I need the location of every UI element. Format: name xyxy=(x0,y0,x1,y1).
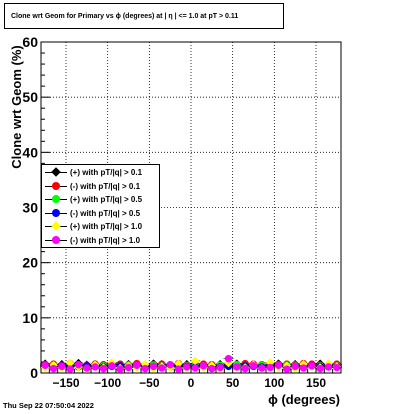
data-point xyxy=(108,362,116,370)
data-point xyxy=(258,364,266,372)
data-point xyxy=(74,360,83,369)
y-tick-label: 50 xyxy=(22,89,38,105)
data-point xyxy=(133,361,141,370)
x-tick-label: 100 xyxy=(264,376,284,390)
data-point xyxy=(199,362,208,370)
data-point xyxy=(291,362,299,371)
chart-title-box: Clone wrt Geom for Primary vs ϕ (degrees… xyxy=(4,3,284,29)
data-point xyxy=(149,362,158,371)
data-point xyxy=(316,364,324,373)
x-tick-label: −100 xyxy=(94,376,121,390)
legend-marker xyxy=(42,180,70,193)
data-point xyxy=(299,364,308,372)
data-point xyxy=(183,363,191,371)
legend-marker xyxy=(42,234,70,247)
legend-entry: (+) with pT/|q| > 1.0 xyxy=(42,220,159,234)
x-tick-label: 150 xyxy=(306,376,326,390)
y-tick-label: 0 xyxy=(30,365,38,381)
data-point xyxy=(58,362,66,371)
legend-entry: (+) with pT/|q| > 0.1 xyxy=(42,166,159,180)
data-point xyxy=(216,363,224,372)
data-point xyxy=(124,363,133,372)
y-tick-label: 10 xyxy=(22,310,38,326)
timestamp: Thu Sep 22 07:50:04 2022 xyxy=(3,401,94,410)
data-point xyxy=(191,364,199,372)
data-point xyxy=(49,364,58,373)
y-tick-label: 60 xyxy=(22,34,38,50)
legend-marker xyxy=(42,220,70,233)
y-tick-label: 40 xyxy=(22,144,38,160)
data-point xyxy=(224,354,233,363)
data-point xyxy=(266,363,274,372)
legend-marker xyxy=(42,207,70,220)
data-point xyxy=(324,363,333,371)
data-point xyxy=(208,364,216,373)
legend-label: (+) with pT/|q| > 0.1 xyxy=(70,168,143,178)
legend-entry: (-) with pT/|q| > 1.0 xyxy=(42,234,159,248)
data-point xyxy=(158,364,166,372)
data-series xyxy=(40,354,342,373)
data-point xyxy=(308,362,316,370)
chart-title: Clone wrt Geom for Primary vs ϕ (degrees… xyxy=(11,12,239,20)
data-point xyxy=(99,364,108,373)
legend-entry: (-) with pT/|q| > 0.1 xyxy=(42,180,159,194)
y-tick-label: 20 xyxy=(22,255,38,271)
legend-label: (-) with pT/|q| > 0.5 xyxy=(70,208,141,218)
axis-ticks: −150 −100 −50 0 50 100 150 0 10 20 30 40 50 60 xyxy=(22,34,334,390)
data-point xyxy=(174,365,183,373)
data-point xyxy=(283,365,291,373)
x-tick-label: 0 xyxy=(188,376,195,390)
legend-label: (-) with pT/|q| > 1.0 xyxy=(70,235,141,245)
x-tick-label: −50 xyxy=(139,376,160,390)
data-point xyxy=(249,362,258,370)
data-point xyxy=(41,361,49,370)
legend-label: (-) with pT/|q| > 0.1 xyxy=(70,181,141,191)
x-tick-label: 50 xyxy=(226,376,240,390)
data-point xyxy=(91,363,99,371)
legend-label: (+) with pT/|q| > 0.5 xyxy=(70,195,143,205)
x-axis-label: ϕ (degrees) xyxy=(268,392,340,407)
legend-marker xyxy=(42,166,70,179)
legend: (+) with pT/|q| > 0.1 (-) with pT/|q| > 0… xyxy=(41,164,160,248)
x-tick-label: −150 xyxy=(52,376,79,390)
data-point xyxy=(66,365,74,373)
y-axis-label: Clone wrt Geom (%) xyxy=(9,45,24,169)
data-point xyxy=(233,363,241,371)
data-point xyxy=(241,364,249,373)
data-point xyxy=(333,363,341,372)
data-point xyxy=(166,360,174,369)
data-point xyxy=(274,361,283,370)
legend-entry: (+) with pT/|q| > 0.5 xyxy=(42,193,159,207)
legend-marker xyxy=(42,193,70,206)
y-tick-label: 30 xyxy=(22,200,38,216)
data-point xyxy=(141,364,149,373)
series-6 xyxy=(40,354,342,373)
data-point xyxy=(116,365,124,373)
legend-label: (+) with pT/|q| > 1.0 xyxy=(70,222,143,232)
data-point xyxy=(83,364,91,372)
legend-entry: (-) with pT/|q| > 0.5 xyxy=(42,207,159,221)
